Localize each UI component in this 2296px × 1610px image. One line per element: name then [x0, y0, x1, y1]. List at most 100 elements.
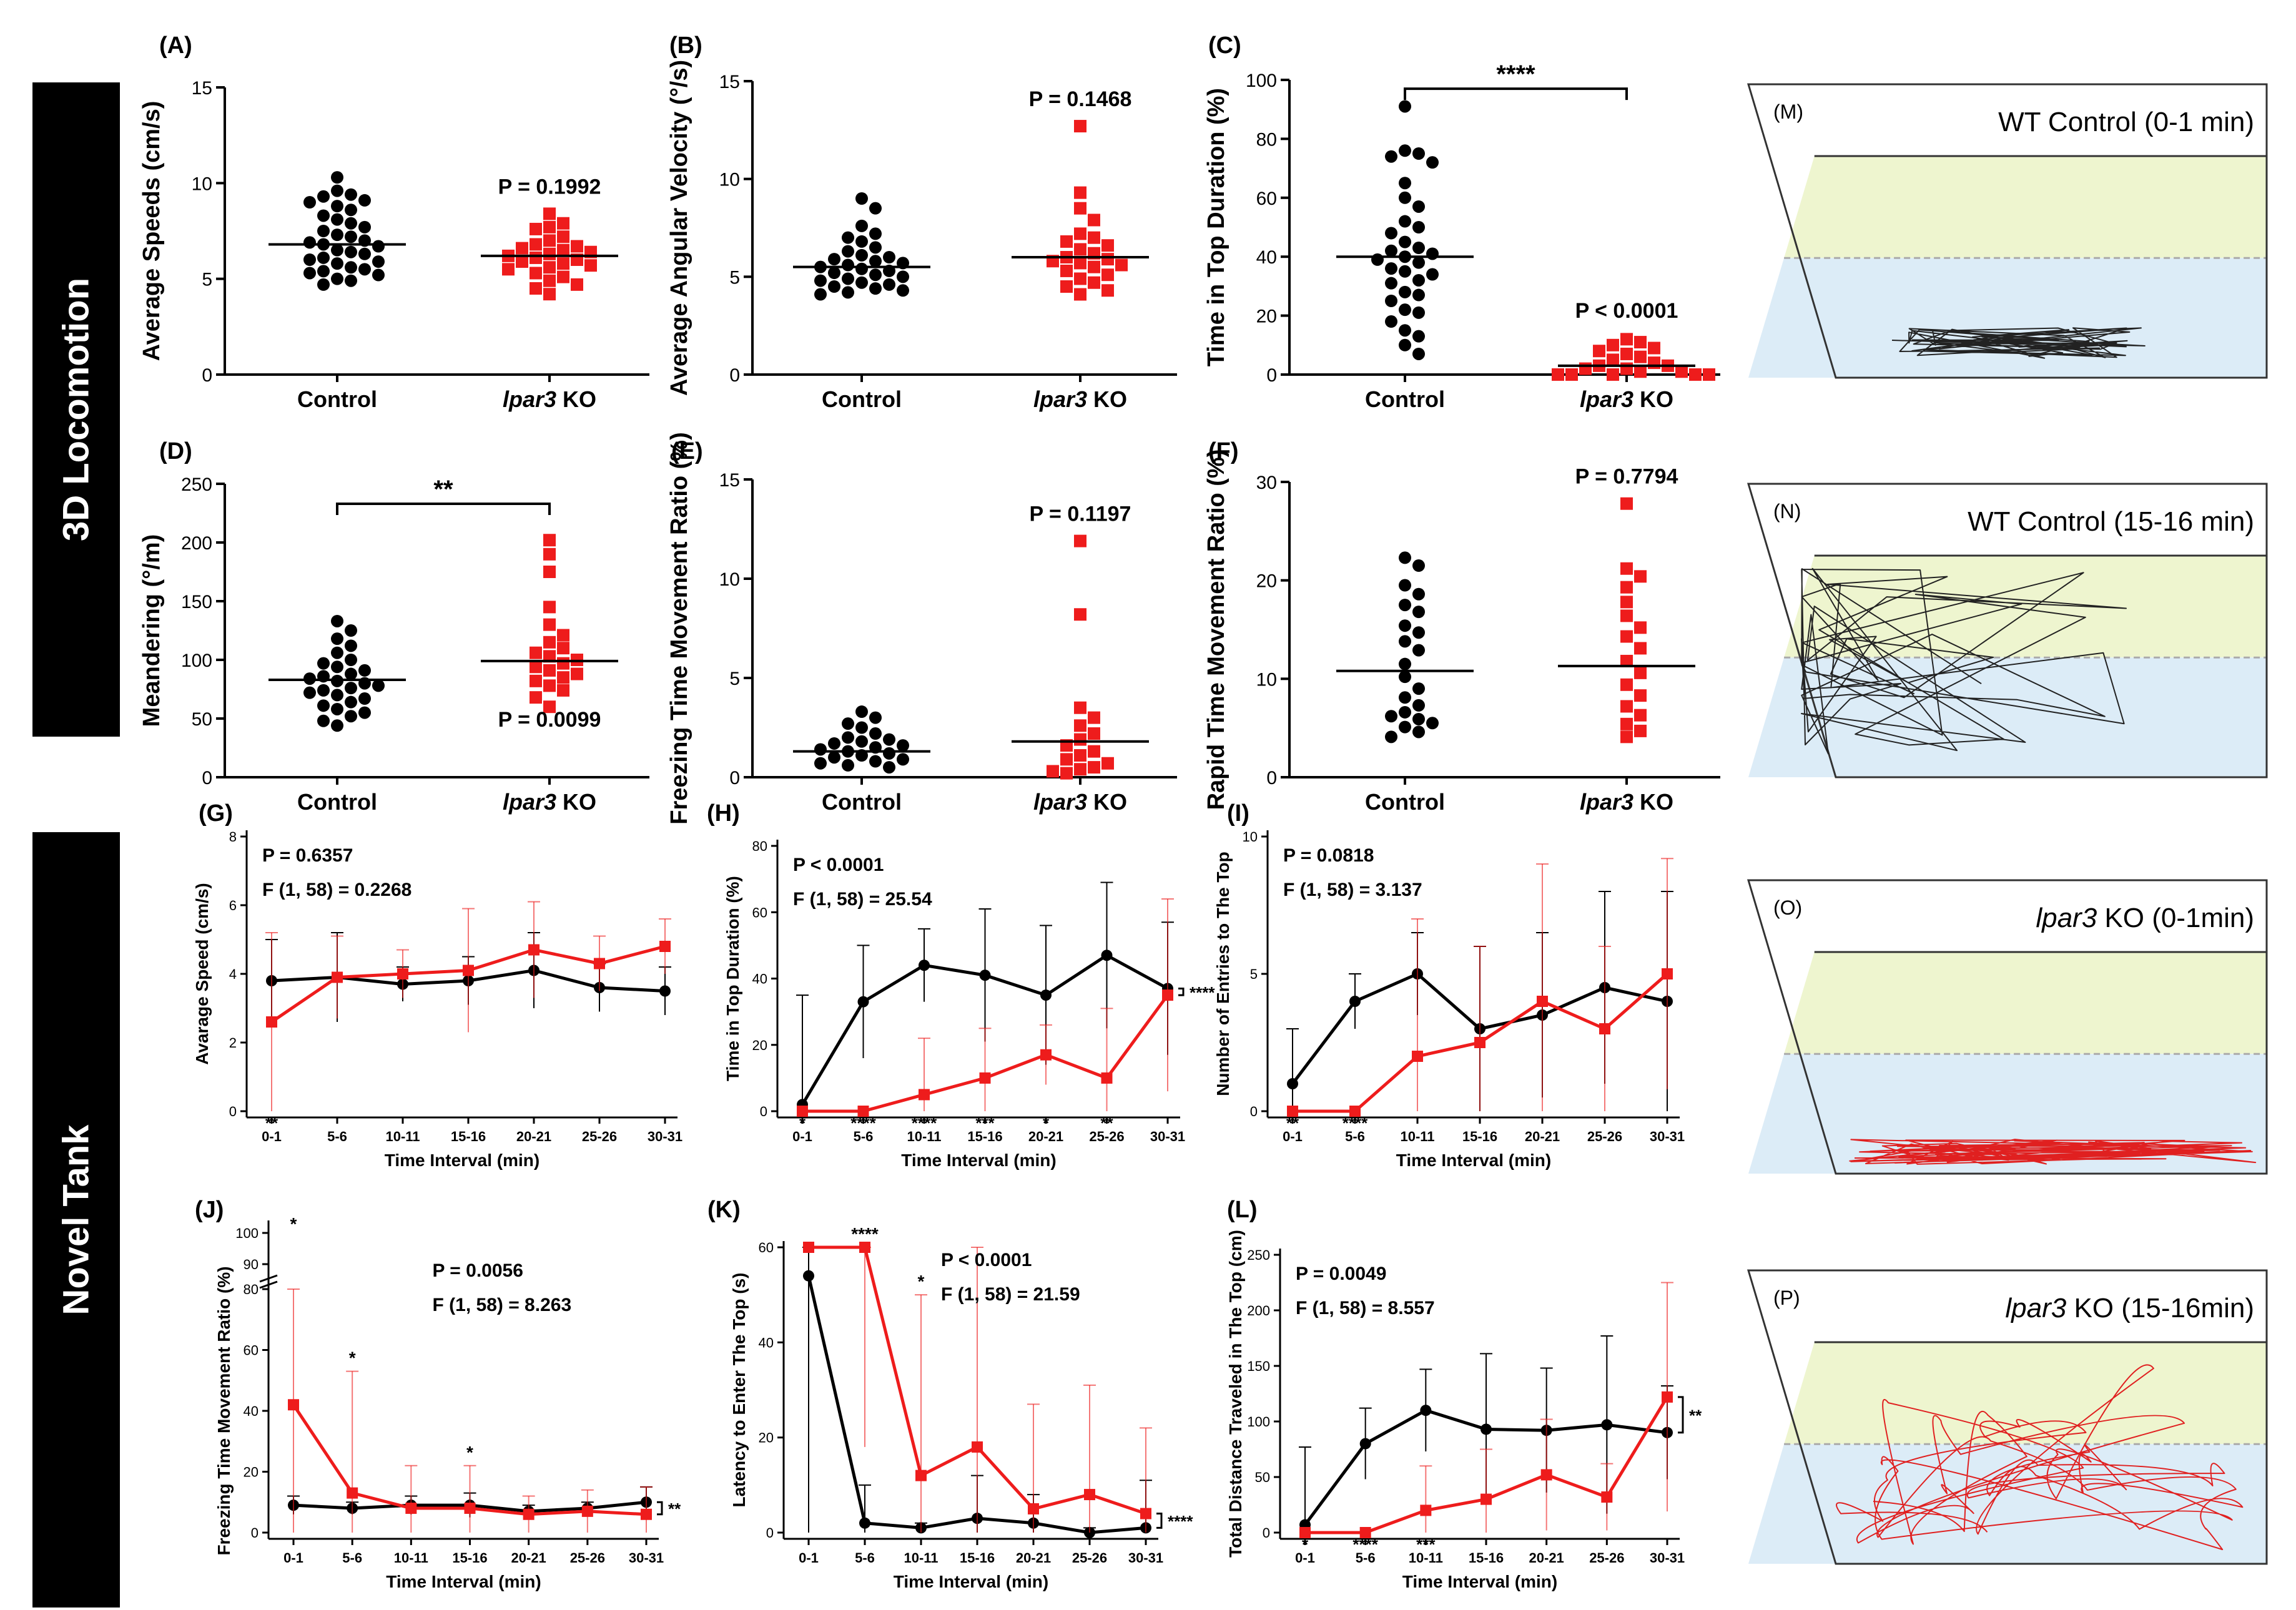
x-tick-label-italic: lpar3	[1033, 386, 1087, 412]
data-point-ko	[516, 242, 528, 255]
data-point-control	[919, 960, 930, 971]
chart-panel-D: (D) 0 50 100 150 200 250 Meandering (°/m) Contro…	[139, 438, 649, 815]
significance-stars: ****	[1496, 61, 1535, 88]
data-point-ko	[516, 255, 528, 268]
data-point-ko	[797, 1106, 808, 1117]
y-tick-label: 15	[192, 78, 212, 99]
y-tick-label: 0	[229, 1104, 237, 1119]
data-point-ko	[1634, 709, 1647, 722]
data-point-control	[1412, 587, 1425, 601]
data-point-control	[1412, 347, 1425, 360]
data-point-ko	[1060, 264, 1073, 277]
data-point-control	[372, 268, 385, 282]
significance-stars: *	[799, 1114, 806, 1132]
x-tick-label-italic: lpar3	[503, 789, 556, 815]
axis-break-mark	[259, 1280, 278, 1289]
data-point-ko	[1420, 1504, 1432, 1516]
chart-panel-H: (H) 0 20 40 60 80 0-1 5-6 10-11 15-16 20-21 25-26 30…	[707, 800, 1215, 1170]
panel-label-H: (H)	[707, 800, 740, 827]
data-point-control	[1412, 725, 1425, 739]
y-tick-label: 150	[181, 592, 212, 612]
y-axis-label: Total Distance Traveled in The Top (cm)	[1226, 1230, 1245, 1558]
data-point-control	[345, 217, 357, 230]
data-point-control	[1412, 712, 1425, 725]
data-point-ko	[1579, 362, 1592, 375]
data-point-ko	[1648, 356, 1660, 370]
data-point-control	[1412, 147, 1425, 160]
x-tick-label: 25-26	[1589, 1550, 1624, 1566]
data-point-control	[1399, 265, 1411, 278]
series-ko	[1287, 858, 1673, 1117]
x-tick-label-rest: KO	[556, 386, 596, 412]
data-point-ko	[915, 1470, 927, 1481]
data-point-control	[869, 227, 882, 240]
y-tick-label: 50	[192, 709, 212, 730]
stats-text: F (1, 58) = 21.59	[941, 1284, 1080, 1305]
data-point-ko	[1607, 368, 1619, 381]
data-point-ko	[557, 657, 569, 670]
data-point-ko	[1060, 767, 1073, 780]
y-tick-label: 40	[244, 1403, 259, 1419]
y-tick-label: 100	[1246, 71, 1277, 91]
y-tick-label: 40	[759, 1335, 774, 1350]
panel-label-C: (C)	[1208, 32, 1241, 59]
data-point-control	[1399, 324, 1411, 337]
data-point-ko	[1074, 608, 1086, 621]
data-point-ko	[1620, 581, 1633, 594]
data-point-ko	[1634, 724, 1647, 737]
data-point-ko	[530, 691, 542, 704]
data-point-ko	[1620, 630, 1633, 643]
data-point-control	[331, 213, 343, 226]
side-label-locomotion: 3D Locomotion	[32, 82, 120, 737]
y-tick-label: 20	[244, 1465, 259, 1480]
data-point-ko	[1299, 1527, 1311, 1538]
panel-label-A: (A)	[159, 32, 192, 59]
data-point-ko	[464, 1503, 476, 1514]
data-point-control	[1399, 705, 1411, 719]
data-point-ko	[584, 259, 597, 272]
data-point-ko	[1060, 753, 1073, 766]
track-panel-label: (N)	[1773, 500, 1801, 523]
data-point-ko	[557, 217, 569, 230]
data-point-ko	[1634, 350, 1647, 363]
data-point-ko	[288, 1399, 299, 1411]
data-point-control	[842, 231, 854, 244]
data-point-control	[317, 278, 330, 291]
significance-stars: **	[1100, 1114, 1113, 1132]
track-panel-label: (P)	[1773, 1287, 1800, 1309]
stats-text: F (1, 58) = 8.557	[1296, 1298, 1435, 1318]
y-tick-label: 80	[244, 1282, 259, 1297]
data-point-control	[1399, 215, 1411, 228]
data-point-control	[814, 757, 827, 770]
data-point-ko	[530, 660, 542, 674]
y-tick-label: 200	[181, 533, 212, 554]
y-tick-label: 60	[244, 1343, 259, 1358]
y-tick-label: 250	[1247, 1247, 1270, 1263]
data-point-ko	[1620, 562, 1633, 575]
bottom-zone	[1748, 258, 2267, 378]
data-point-control	[1412, 682, 1425, 695]
track-panel-label: (O)	[1773, 896, 1802, 919]
data-point-ko	[1101, 757, 1114, 770]
data-point-control	[345, 245, 357, 258]
x-tick-label: 30-31	[1650, 1129, 1685, 1144]
data-point-control	[358, 692, 371, 705]
y-axis-label: Freezing Time Movement Ratio (%)	[666, 432, 692, 825]
x-axis-label: Time Interval (min)	[1402, 1572, 1557, 1591]
y-axis-label: Rapid Time Movement Ratio (%)	[1203, 449, 1229, 810]
data-point-control	[331, 632, 343, 645]
panel-label-F: (F)	[1208, 438, 1239, 464]
data-point-control	[1412, 644, 1425, 657]
data-point-control	[1399, 235, 1411, 248]
y-axis-label: Average Speeds (cm/s)	[139, 101, 165, 361]
y-tick-label: 5	[729, 669, 740, 689]
data-point-control	[842, 731, 854, 744]
data-point-ko	[919, 1089, 930, 1101]
significance-stars: ****	[850, 1114, 876, 1132]
y-tick-label: 100	[181, 650, 212, 671]
data-point-control	[1399, 657, 1411, 670]
data-point-control	[345, 710, 357, 723]
y-tick-label: 10	[719, 170, 740, 190]
x-tick-label: 15-16	[967, 1129, 1002, 1144]
trajectory-path	[1891, 327, 2146, 359]
